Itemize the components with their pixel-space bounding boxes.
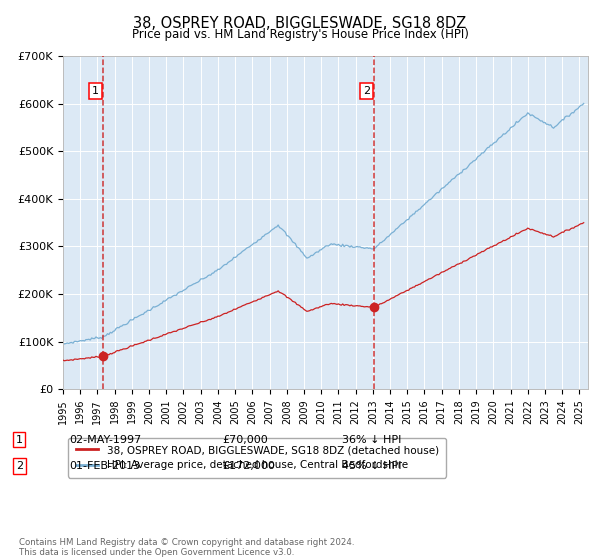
- Legend: 38, OSPREY ROAD, BIGGLESWADE, SG18 8DZ (detached house), HPI: Average price, det: 38, OSPREY ROAD, BIGGLESWADE, SG18 8DZ (…: [68, 438, 446, 478]
- Text: 02-MAY-1997: 02-MAY-1997: [69, 435, 141, 445]
- Text: 1: 1: [92, 86, 99, 96]
- Text: Contains HM Land Registry data © Crown copyright and database right 2024.
This d: Contains HM Land Registry data © Crown c…: [19, 538, 355, 557]
- Text: 2: 2: [16, 461, 23, 471]
- Text: Price paid vs. HM Land Registry's House Price Index (HPI): Price paid vs. HM Land Registry's House …: [131, 28, 469, 41]
- Text: 2: 2: [363, 86, 370, 96]
- Text: 38, OSPREY ROAD, BIGGLESWADE, SG18 8DZ: 38, OSPREY ROAD, BIGGLESWADE, SG18 8DZ: [133, 16, 467, 31]
- Text: 45% ↓ HPI: 45% ↓ HPI: [342, 461, 401, 471]
- Text: £172,000: £172,000: [222, 461, 275, 471]
- Text: £70,000: £70,000: [222, 435, 268, 445]
- Text: 1: 1: [16, 435, 23, 445]
- Text: 36% ↓ HPI: 36% ↓ HPI: [342, 435, 401, 445]
- Text: 01-FEB-2013: 01-FEB-2013: [69, 461, 140, 471]
